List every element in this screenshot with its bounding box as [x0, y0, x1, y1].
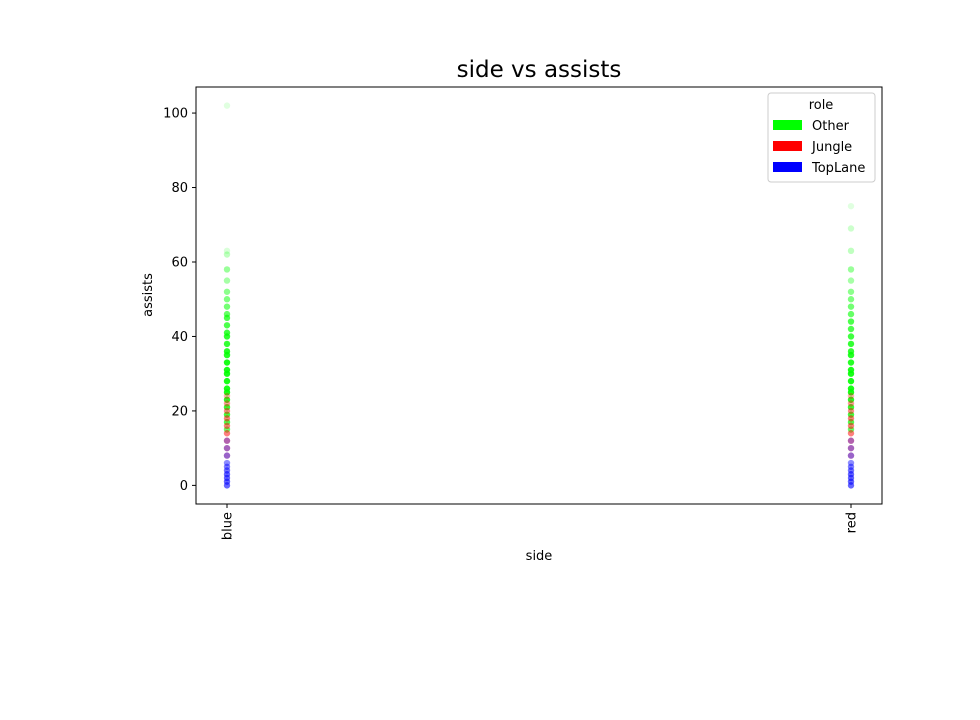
data-point — [223, 251, 231, 258]
data-point — [223, 351, 231, 359]
data-point — [847, 333, 855, 340]
data-point — [223, 392, 231, 400]
data-point — [223, 404, 231, 411]
data-point — [223, 288, 231, 295]
data-point — [847, 452, 855, 459]
data-point — [847, 415, 855, 422]
data-point — [847, 444, 855, 452]
data-point — [223, 359, 231, 366]
data-point — [223, 444, 231, 452]
data-point — [847, 318, 855, 325]
data-point — [847, 437, 855, 444]
data-point — [847, 444, 855, 452]
data-point — [847, 266, 855, 273]
data-point — [847, 407, 855, 415]
data-point — [847, 288, 855, 295]
data-point — [223, 266, 231, 273]
legend-label-toplane: TopLane — [811, 161, 865, 176]
legend: role Other Jungle TopLane — [767, 92, 876, 183]
legend-entries: Other Jungle TopLane — [773, 119, 865, 176]
data-point — [223, 415, 231, 422]
data-point — [223, 407, 231, 415]
data-point — [223, 322, 231, 329]
data-point — [847, 247, 855, 255]
data-point — [847, 370, 855, 377]
data-point — [847, 404, 855, 411]
legend-title: role — [809, 98, 834, 113]
x-tick-label-red: red — [845, 512, 860, 533]
data-point — [847, 325, 855, 333]
chart-title: side vs assists — [457, 57, 622, 83]
data-point — [847, 359, 855, 366]
y-tick-label: 100 — [163, 107, 188, 122]
data-point — [223, 430, 231, 437]
x-tick-label-blue: blue — [221, 512, 236, 540]
data-point — [223, 370, 231, 377]
y-tick-label: 20 — [171, 404, 188, 419]
data-point — [847, 310, 855, 318]
data-point — [223, 452, 231, 459]
data-point — [847, 340, 855, 348]
data-point — [847, 396, 855, 403]
y-tick-label: 0 — [180, 479, 188, 494]
legend-swatch-toplane — [773, 162, 802, 172]
data-point — [223, 389, 231, 396]
data-point — [223, 444, 231, 452]
y-tick-label: 60 — [171, 255, 188, 270]
data-point — [847, 422, 855, 430]
data-point — [223, 102, 231, 109]
data-point — [847, 225, 855, 232]
data-point — [223, 482, 231, 489]
legend-swatch-other — [773, 120, 802, 130]
data-point — [223, 296, 231, 303]
data-point — [847, 296, 855, 303]
data-points — [223, 102, 855, 489]
plot-area-frame — [195, 86, 883, 505]
y-tick-label: 80 — [171, 181, 188, 196]
data-point — [223, 333, 231, 340]
x-axis-ticks: blue red — [221, 504, 860, 540]
data-point — [847, 437, 855, 444]
data-point — [223, 247, 231, 255]
legend-label-jungle: Jungle — [811, 140, 852, 155]
data-point — [223, 377, 231, 385]
data-point — [847, 202, 855, 210]
data-point — [847, 303, 855, 310]
data-point — [223, 396, 231, 403]
data-point — [223, 437, 231, 444]
data-point — [847, 430, 855, 437]
y-axis-label: assists — [141, 273, 156, 317]
data-point — [847, 377, 855, 385]
data-point — [847, 351, 855, 359]
data-point — [847, 277, 855, 284]
data-point — [223, 400, 231, 407]
data-point — [847, 392, 855, 400]
y-tick-label: 40 — [171, 330, 188, 345]
data-point — [847, 400, 855, 407]
data-point — [223, 303, 231, 310]
y-axis-ticks: 0 20 40 60 80 100 — [163, 107, 196, 494]
data-point — [847, 389, 855, 396]
data-point — [223, 277, 231, 284]
data-point — [223, 422, 231, 430]
legend-label-other: Other — [812, 119, 850, 134]
data-point — [223, 340, 231, 348]
data-point — [847, 452, 855, 459]
legend-frame — [767, 92, 876, 183]
legend-swatch-jungle — [773, 141, 802, 151]
data-point — [223, 314, 231, 322]
x-axis-label: side — [526, 549, 553, 564]
data-point — [847, 482, 855, 489]
data-point — [223, 452, 231, 459]
data-point — [223, 437, 231, 444]
